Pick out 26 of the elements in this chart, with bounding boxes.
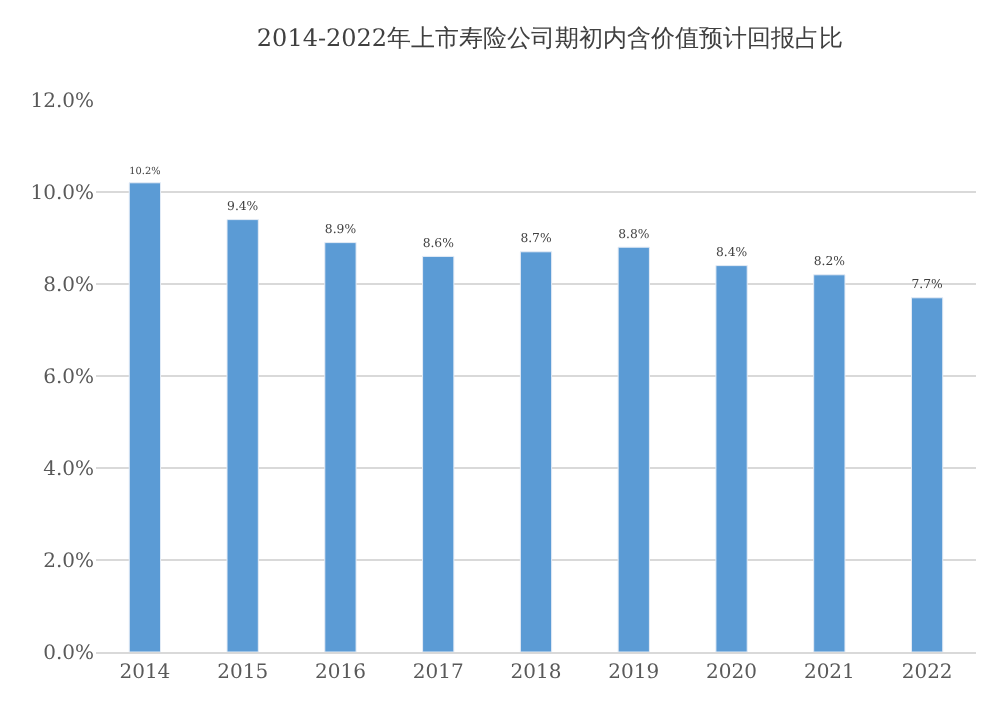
- y-tick-label: 6.0%: [43, 367, 94, 389]
- x-tick-label: 2014: [119, 662, 171, 684]
- x-tick-label: 2019: [608, 662, 660, 684]
- y-tick-label: 2.0%: [43, 551, 94, 573]
- y-tick-label: 10.0%: [30, 183, 94, 205]
- bar: [226, 219, 259, 652]
- bar: [128, 182, 162, 652]
- x-tick-label: 2016: [314, 662, 366, 684]
- bar: [324, 242, 357, 652]
- y-tick-label: 8.0%: [43, 275, 94, 297]
- x-tick-label: 2020: [706, 662, 758, 684]
- y-tick-label: 12.0%: [30, 91, 94, 113]
- x-tick-label: 2017: [412, 662, 464, 684]
- bar: [910, 297, 944, 652]
- x-tick-label: 2021: [803, 662, 855, 684]
- chart-title: 2014-2022年上市寿险公司期初内含价值预计回报占比: [256, 23, 844, 52]
- y-tick-label: 0.0%: [43, 643, 94, 665]
- bar: [519, 251, 553, 652]
- bar: [617, 246, 650, 652]
- bar: [715, 265, 748, 652]
- x-tick-label: 2015: [217, 662, 269, 684]
- y-tick-label: 4.0%: [43, 459, 94, 481]
- bar: [422, 255, 455, 652]
- x-tick-label: 2022: [901, 662, 953, 684]
- x-tick-label: 2018: [510, 662, 562, 684]
- bar: [813, 274, 846, 652]
